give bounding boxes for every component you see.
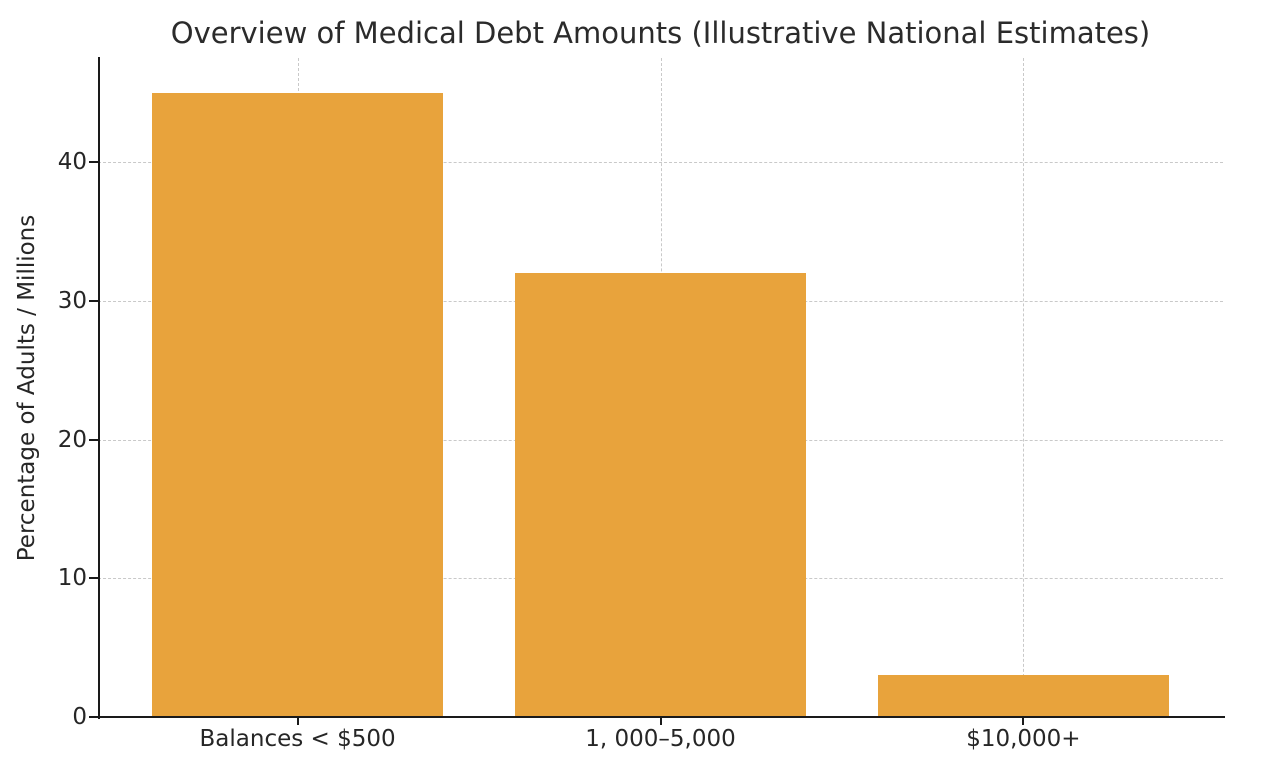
y-tick-mark	[89, 577, 98, 580]
plot-area	[98, 58, 1223, 717]
y-tick-label: 20	[57, 426, 87, 453]
y-tick-mark	[89, 299, 98, 302]
gridline-vertical	[1023, 58, 1025, 717]
x-tick-mark	[659, 716, 662, 725]
x-axis-spine	[98, 716, 1225, 718]
bar	[515, 273, 806, 717]
y-tick-label: 10	[57, 565, 87, 592]
bar	[152, 92, 443, 717]
y-tick-mark	[89, 438, 98, 441]
y-tick-mark	[89, 161, 98, 164]
y-axis-spine	[98, 57, 100, 719]
x-tick-mark	[1022, 716, 1025, 725]
bar	[878, 675, 1169, 717]
x-tick-label: Balances < $500	[199, 726, 396, 752]
x-tick-mark	[296, 716, 299, 725]
x-tick-label: 1, 000–5,000	[585, 726, 736, 752]
y-tick-label: 40	[57, 149, 87, 176]
y-tick-label: 0	[72, 704, 87, 730]
x-tick-label: $10,000+	[966, 726, 1081, 752]
y-tick-label: 30	[57, 287, 87, 314]
y-axis-label-text: Percentage of Adults / Millions	[14, 214, 40, 562]
chart-title: Overview of Medical Debt Amounts (Illust…	[170, 16, 1151, 50]
y-tick-mark	[89, 716, 98, 718]
